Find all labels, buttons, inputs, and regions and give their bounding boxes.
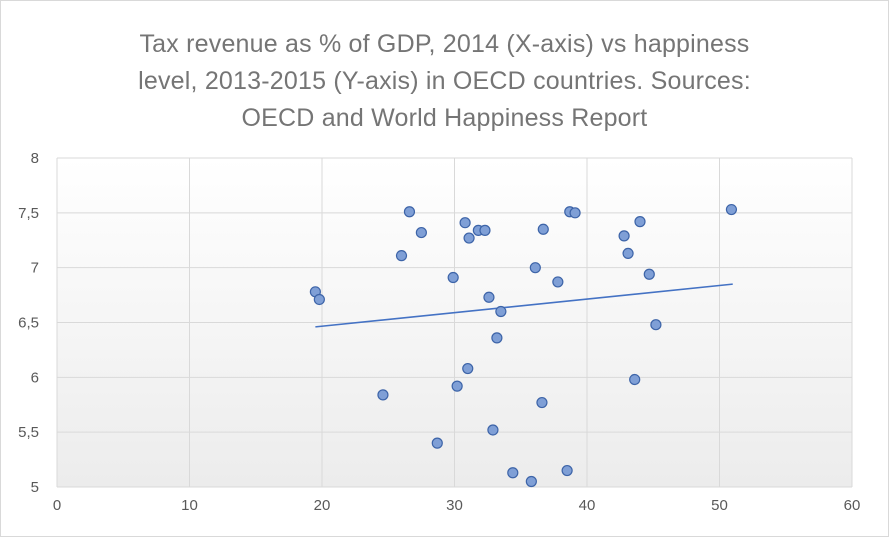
data-point [487,424,499,436]
data-point [451,380,463,392]
y-axis-tick-labels: 5 5,5 6 6,5 7 7,5 8 [18,150,39,496]
data-point [525,475,537,488]
x-tick-label: 20 [314,497,331,514]
data-point [650,319,662,331]
chart-title: Tax revenue as % of GDP, 2014 (X-axis) v… [0,26,889,137]
x-tick-label: 60 [844,497,861,514]
data-point [415,226,427,239]
data-point [569,207,581,219]
data-point [462,362,474,375]
data-point [643,268,655,280]
data-point [552,276,564,288]
data-point [459,217,471,229]
x-axis-tick-labels: 0 10 20 30 40 50 60 [53,497,861,514]
data-points [309,203,738,488]
y-tick-label: 6 [31,369,39,386]
data-point [403,206,416,218]
y-tick-label: 6,5 [18,315,39,332]
data-point [561,464,573,477]
data-point [495,305,507,318]
trendline [315,283,733,328]
x-tick-label: 0 [53,497,61,514]
data-point [313,293,325,306]
x-tick-label: 40 [579,497,596,514]
data-point [507,467,519,479]
data-point [395,250,408,262]
x-tick-label: 10 [181,497,198,514]
data-point [536,396,548,409]
data-point [447,271,459,284]
x-tick-label: 50 [711,497,728,514]
data-point [725,203,738,216]
chart-title-line-3: OECD and World Happiness Report [241,104,648,132]
data-point [479,224,491,236]
data-point [491,332,503,344]
data-point [529,262,541,274]
chart-title-line-2: level, 2013-2015 (Y-axis) in OECD countr… [138,67,751,95]
y-tick-label: 5 [31,479,39,496]
horizontal-gridlines [57,157,852,488]
y-tick-label: 7 [31,260,39,277]
y-tick-label: 5,5 [18,424,39,441]
data-point [483,291,495,303]
trendline-group [315,283,733,328]
data-point [377,389,389,401]
data-point [629,373,641,386]
data-point [463,232,475,244]
data-point [634,216,646,228]
chart-title-line-1: Tax revenue as % of GDP, 2014 (X-axis) v… [139,30,750,58]
data-point [537,223,549,235]
data-point [622,247,634,260]
data-point [431,437,443,449]
x-tick-label: 30 [446,497,463,514]
y-tick-label: 7,5 [18,205,39,222]
y-tick-label: 8 [31,150,39,167]
data-point [618,230,630,242]
